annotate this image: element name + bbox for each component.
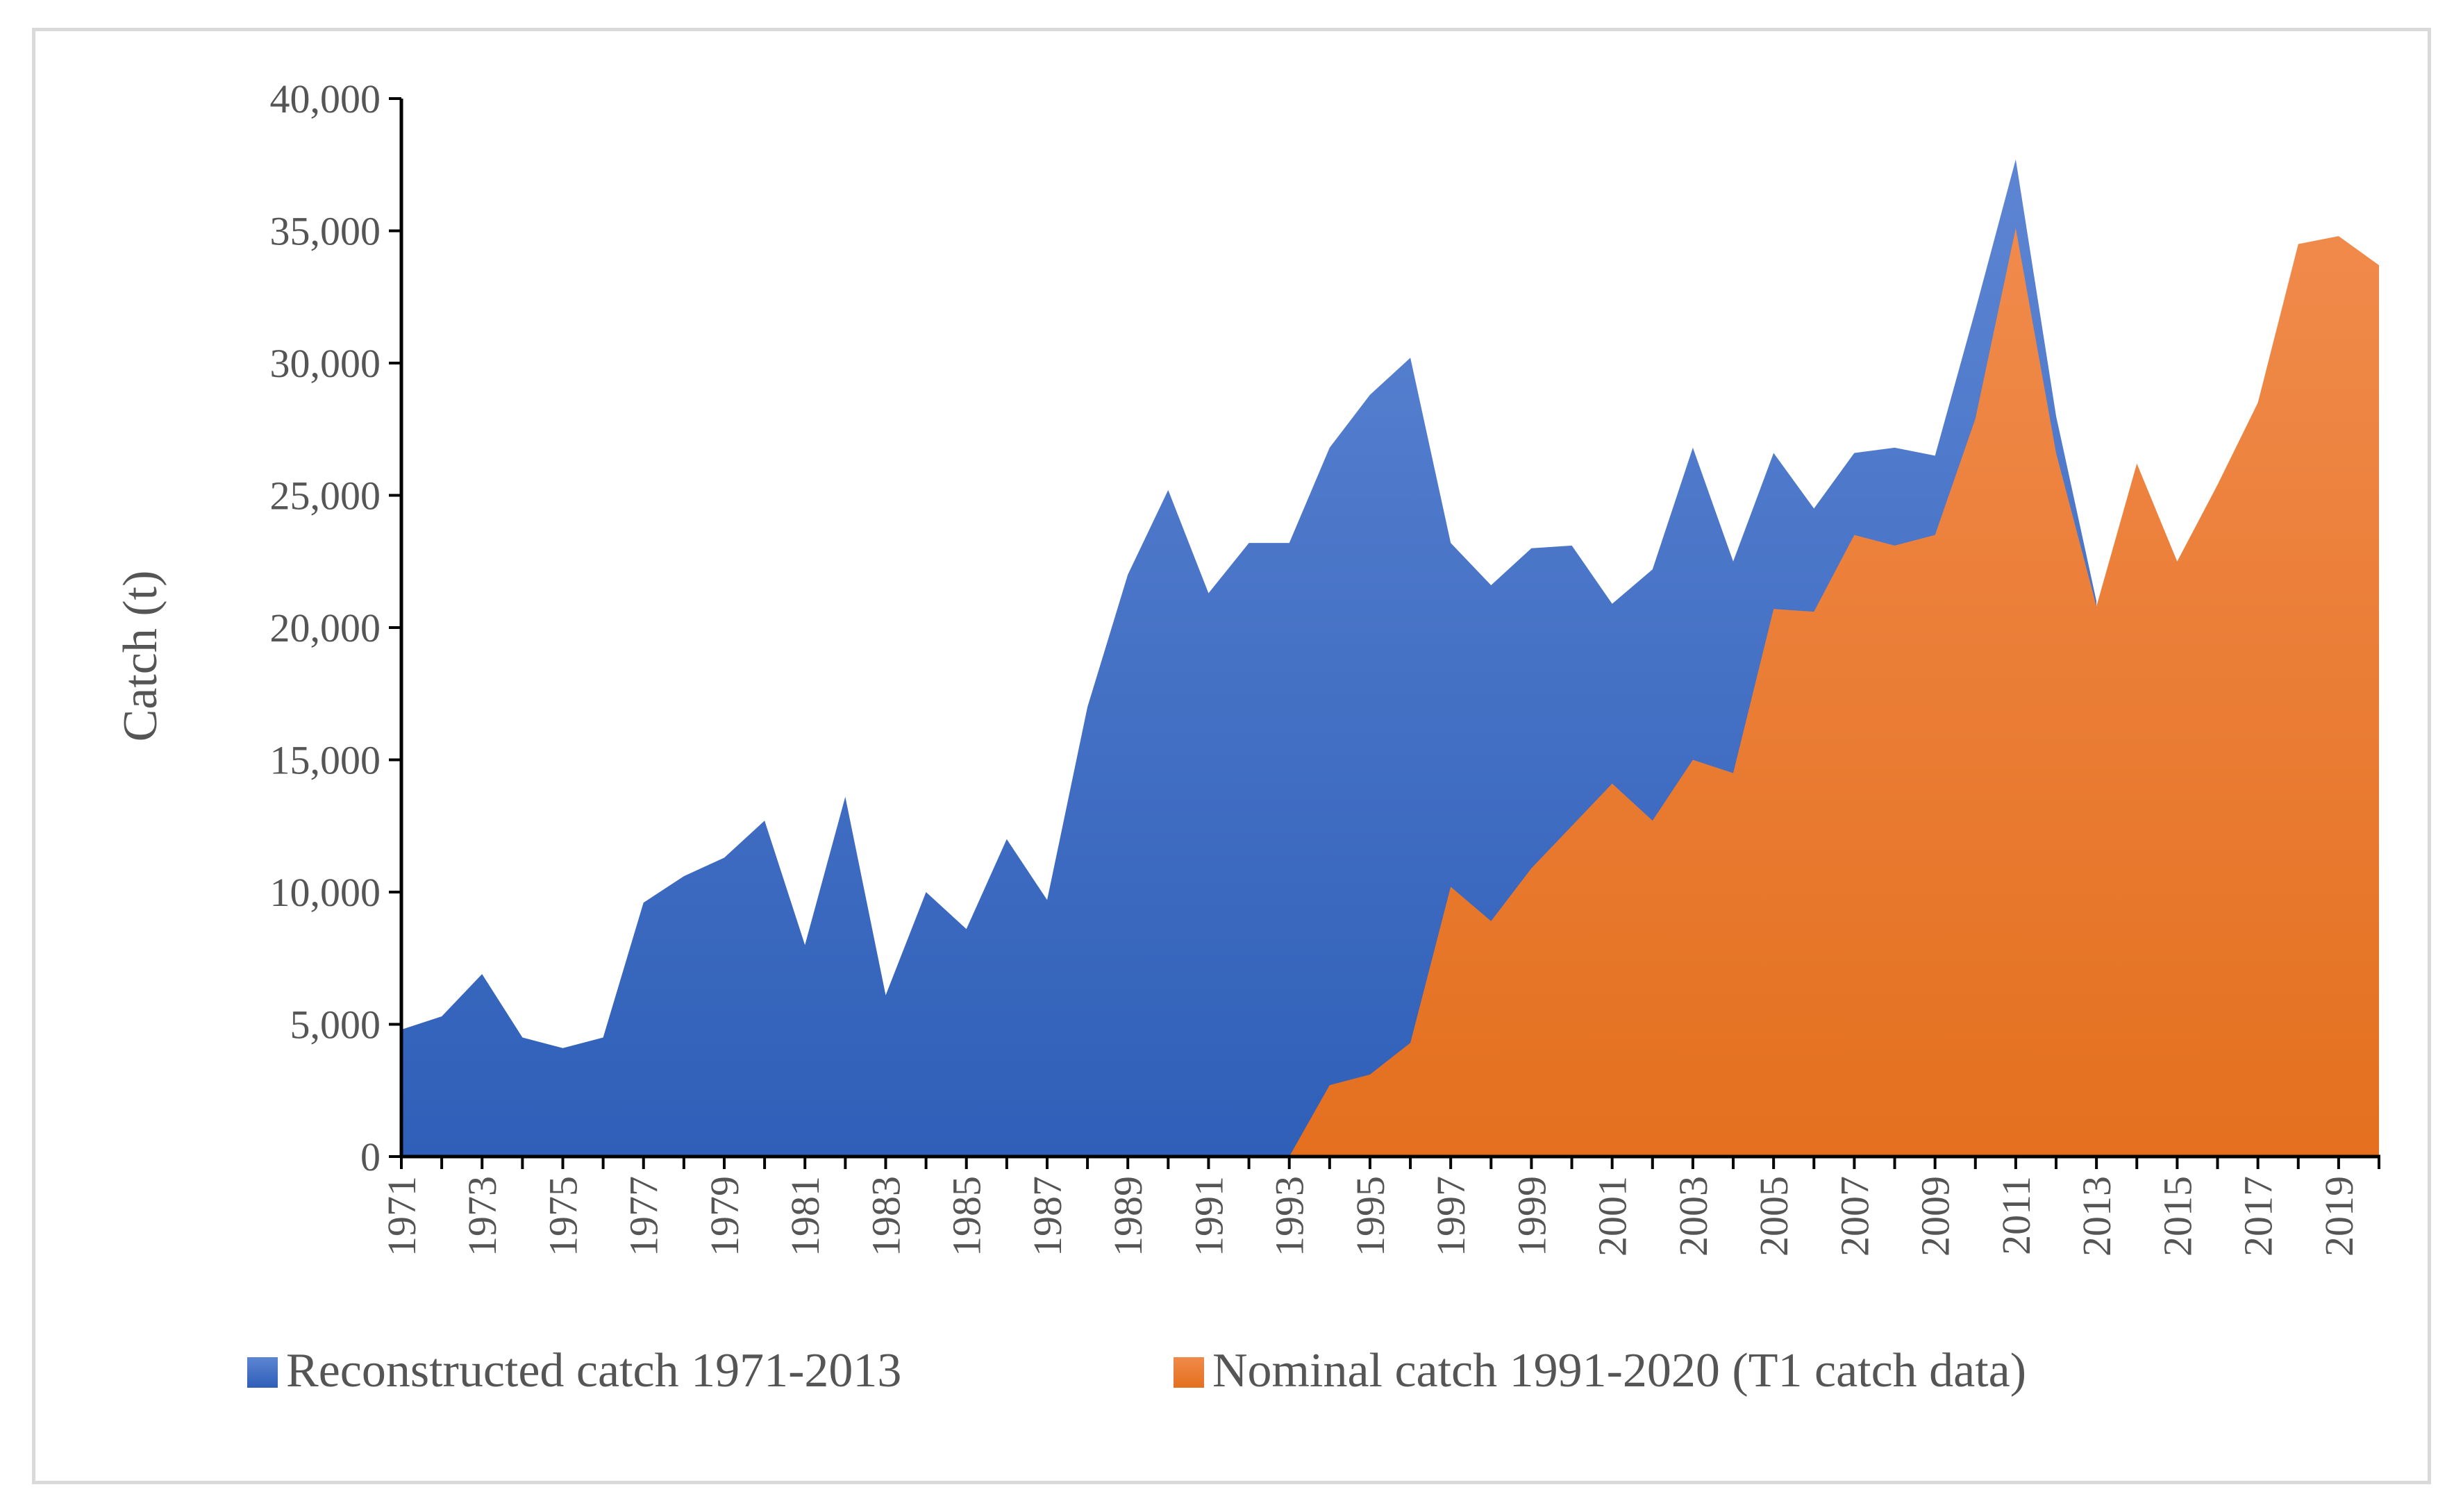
y-tick-label: 10,000 <box>270 870 381 915</box>
x-axis-ticks: 1971 1973 1975 1977 1979 1981 1983 1985 1987 1989… <box>379 1157 2380 1257</box>
x-tick-label: 1979 <box>702 1176 747 1257</box>
x-tick-label: 2011 <box>1994 1176 2039 1255</box>
x-tick-label: 1975 <box>541 1176 586 1257</box>
y-axis-title: Catch (t) <box>114 571 167 742</box>
x-tick-label: 1997 <box>1428 1176 1473 1257</box>
x-tick-label: 1993 <box>1267 1176 1312 1257</box>
y-tick-label: 15,000 <box>270 738 381 783</box>
x-tick-label: 2003 <box>1671 1176 1716 1257</box>
legend: Reconstructed catch 1971-2013 Nominal cat… <box>247 1344 2026 1397</box>
y-tick-label: 5,000 <box>290 1002 381 1048</box>
area-series-group <box>401 159 2379 1157</box>
x-tick-label: 1991 <box>1186 1176 1231 1257</box>
x-tick-label: 2019 <box>2316 1176 2362 1257</box>
y-tick-label: 35,000 <box>270 209 381 254</box>
x-tick-label: 1971 <box>379 1176 424 1257</box>
x-tick-label: 2005 <box>1751 1176 1796 1257</box>
legend-swatch-reconstructed <box>247 1357 278 1388</box>
x-tick-label: 2017 <box>2236 1176 2281 1257</box>
x-tick-label: 1989 <box>1105 1176 1151 1257</box>
legend-label-nominal: Nominal catch 1991-2020 (T1 catch data) <box>1212 1344 2026 1397</box>
area-nominal-catch <box>1208 228 2379 1157</box>
y-tick-label: 40,000 <box>270 76 381 121</box>
legend-swatch-nominal <box>1174 1357 1204 1388</box>
x-tick-label: 2013 <box>2074 1176 2119 1257</box>
y-axis-ticks: 0 5,000 10,000 15,000 20,000 25,000 30,000 35,0… <box>270 76 401 1179</box>
x-tick-label: 1987 <box>1025 1176 1070 1257</box>
y-tick-label: 0 <box>360 1134 381 1179</box>
y-tick-label: 20,000 <box>270 605 381 650</box>
y-tick-label: 30,000 <box>270 341 381 386</box>
x-tick-label: 2007 <box>1832 1176 1877 1257</box>
y-tick-label: 25,000 <box>270 473 381 519</box>
x-tick-label: 1985 <box>944 1176 990 1257</box>
x-tick-label: 2009 <box>1913 1176 1958 1257</box>
legend-label-reconstructed: Reconstructed catch 1971-2013 <box>286 1344 901 1397</box>
x-tick-label: 1983 <box>864 1176 909 1257</box>
x-tick-label: 1977 <box>621 1176 667 1257</box>
x-tick-label: 2001 <box>1590 1176 1635 1257</box>
x-tick-label: 1999 <box>1509 1176 1554 1257</box>
x-tick-label: 2015 <box>2155 1176 2200 1257</box>
x-tick-label: 1981 <box>783 1176 828 1257</box>
x-tick-label: 1973 <box>460 1176 505 1257</box>
x-tick-label: 1995 <box>1348 1176 1393 1257</box>
